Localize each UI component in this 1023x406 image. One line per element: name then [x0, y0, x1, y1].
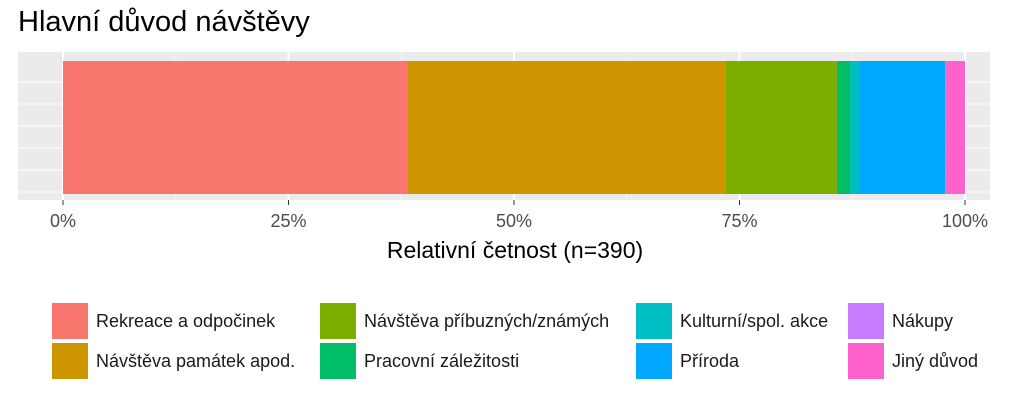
legend-label: Pracovní záležitosti — [364, 350, 520, 371]
legend-item: Kulturní/spol. akce — [636, 303, 828, 339]
legend-item: Nákupy — [848, 303, 953, 339]
x-axis-ticks: 0% 25% 50% 75% 100% — [50, 200, 988, 231]
legend-item: Příroda — [636, 343, 739, 379]
bar-segment — [407, 61, 726, 194]
legend: Rekreace a odpočinek Návštěva památek apo… — [52, 303, 1012, 383]
legend-swatch — [52, 343, 88, 379]
legend-label: Návštěva příbuzných/známých — [364, 310, 610, 331]
bar-segment — [859, 61, 946, 194]
legend-item: Jiný důvod — [848, 343, 978, 379]
legend-swatch — [848, 303, 884, 339]
legend-label: Návštěva památek apod. — [96, 350, 296, 371]
legend-swatch — [636, 303, 672, 339]
legend-item: Pracovní záležitosti — [320, 343, 519, 379]
legend-swatch — [320, 343, 356, 379]
x-tick-label: 25% — [270, 211, 306, 231]
legend-label: Nákupy — [892, 310, 954, 331]
bar-segments — [63, 61, 965, 194]
legend-item: Rekreace a odpočinek — [52, 303, 275, 339]
legend-label: Jiný důvod — [892, 350, 979, 371]
chart-title: Hlavní důvod návštěvy — [18, 6, 310, 38]
legend-item: Návštěva památek apod. — [52, 343, 295, 379]
x-tick-label: 100% — [942, 211, 988, 231]
legend-swatch — [848, 343, 884, 379]
x-tick-label: 0% — [50, 211, 76, 231]
bar-segment — [836, 61, 851, 194]
legend-label: Rekreace a odpočinek — [96, 310, 276, 331]
bar-segment — [63, 61, 408, 194]
bar-segment — [945, 61, 965, 194]
legend-swatch — [320, 303, 356, 339]
legend-swatch — [52, 303, 88, 339]
x-axis-label: Relativní četnost (n=390) — [387, 237, 643, 263]
bar-segment — [725, 61, 837, 194]
bar-segment — [850, 61, 860, 194]
chart-plot: 0% 25% 50% 75% 100% Relativní četnost (n=390… — [18, 52, 990, 263]
legend-swatch — [636, 343, 672, 379]
x-tick-label: 50% — [496, 211, 532, 231]
legend-item: Návštěva příbuzných/známých — [320, 303, 609, 339]
x-tick-label: 75% — [721, 211, 757, 231]
legend-label: Kulturní/spol. akce — [680, 310, 829, 331]
legend-label: Příroda — [680, 350, 740, 371]
